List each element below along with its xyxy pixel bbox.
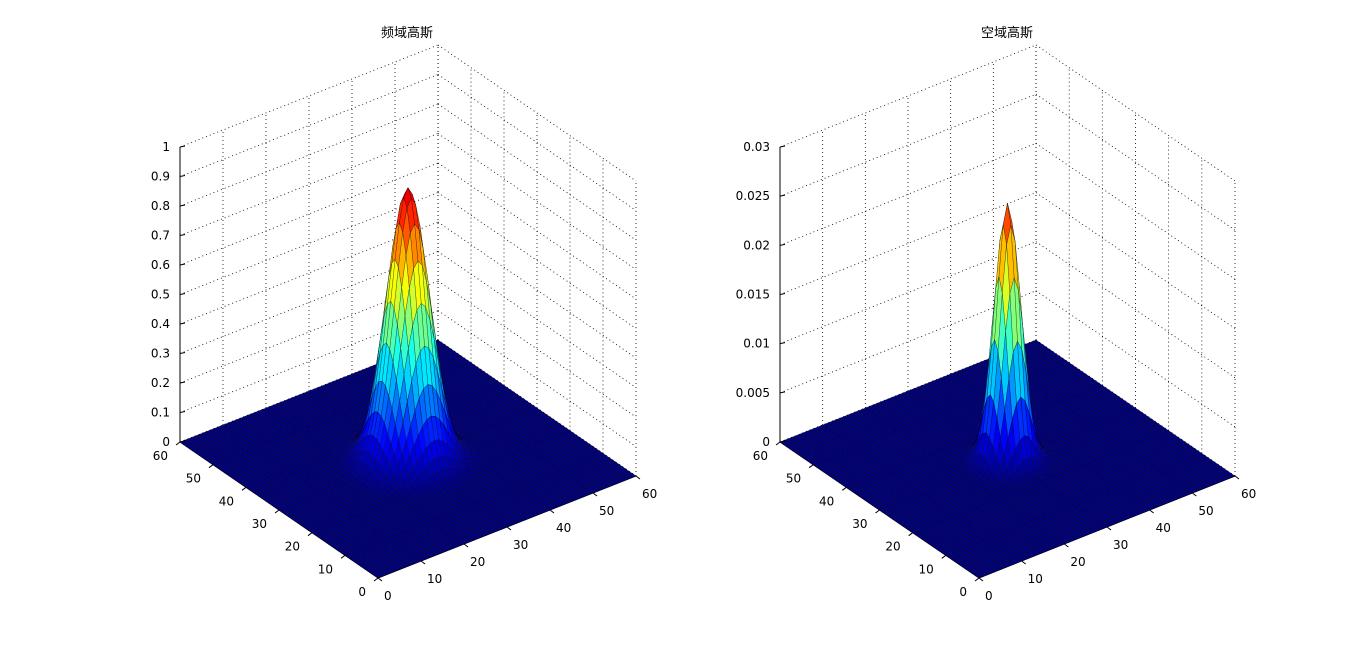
x-tick-label: 10 [1028,572,1043,586]
y-tick-label: 20 [285,540,300,554]
x-tick-label: 60 [1241,487,1256,501]
z-tick-label: 0.3 [151,347,170,361]
x-tick-label: 40 [556,521,571,535]
surface-plot-frequency-gaussian: 0102030405060010203040506000.10.20.30.40… [151,25,657,603]
y-tick-label: 30 [252,517,267,531]
x-tick-label: 30 [513,538,528,552]
x-tick-label: 20 [470,555,485,569]
x-tick-label: 50 [599,504,614,518]
y-tick-label: 10 [919,562,934,576]
z-tick-label: 0.025 [736,189,770,203]
y-tick-label: 0 [959,585,967,599]
x-tick-label: 10 [427,572,442,586]
x-tick-label: 0 [985,589,993,603]
z-tick-label: 1 [162,140,170,154]
z-tick-label: 0.9 [151,170,170,184]
z-tick-label: 0.01 [743,337,770,351]
y-tick-label: 40 [219,494,234,508]
tick-labels: 0102030405060010203040506000.0050.010.01… [736,140,1257,603]
y-tick-label: 40 [819,494,834,508]
z-tick-label: 0 [162,435,170,449]
z-tick-label: 0.015 [736,288,770,302]
chart-title: 空域高斯 [981,25,1033,41]
y-tick-label: 60 [153,449,168,463]
z-tick-label: 0.8 [151,199,170,213]
x-tick-label: 50 [1198,504,1213,518]
x-tick-label: 40 [1156,521,1171,535]
x-tick-label: 20 [1070,555,1085,569]
z-tick-label: 0 [762,435,770,449]
x-tick-label: 30 [1113,538,1128,552]
y-tick-label: 10 [318,562,333,576]
surface-mesh [179,187,637,579]
z-tick-label: 0.2 [151,376,170,390]
surface-mesh [779,203,1236,579]
z-tick-label: 0.03 [743,140,770,154]
y-tick-label: 50 [786,472,801,486]
y-tick-label: 60 [753,449,768,463]
z-tick-label: 0.7 [151,229,170,243]
x-tick-label: 60 [642,487,657,501]
y-tick-label: 0 [358,585,366,599]
z-tick-label: 0.1 [151,406,170,420]
tick-labels: 0102030405060010203040506000.10.20.30.40… [151,140,657,603]
z-tick-label: 0.6 [151,258,170,272]
z-tick-label: 0.4 [151,317,170,331]
x-tick-label: 0 [384,589,392,603]
surface-plot-spatial-gaussian: 0102030405060010203040506000.0050.010.01… [736,25,1257,603]
z-tick-label: 0.5 [151,288,170,302]
y-tick-label: 20 [885,540,900,554]
y-tick-label: 50 [186,472,201,486]
chart-title: 频域高斯 [381,25,433,41]
z-tick-label: 0.005 [736,386,770,400]
y-tick-label: 30 [852,517,867,531]
z-tick-label: 0.02 [743,238,770,252]
